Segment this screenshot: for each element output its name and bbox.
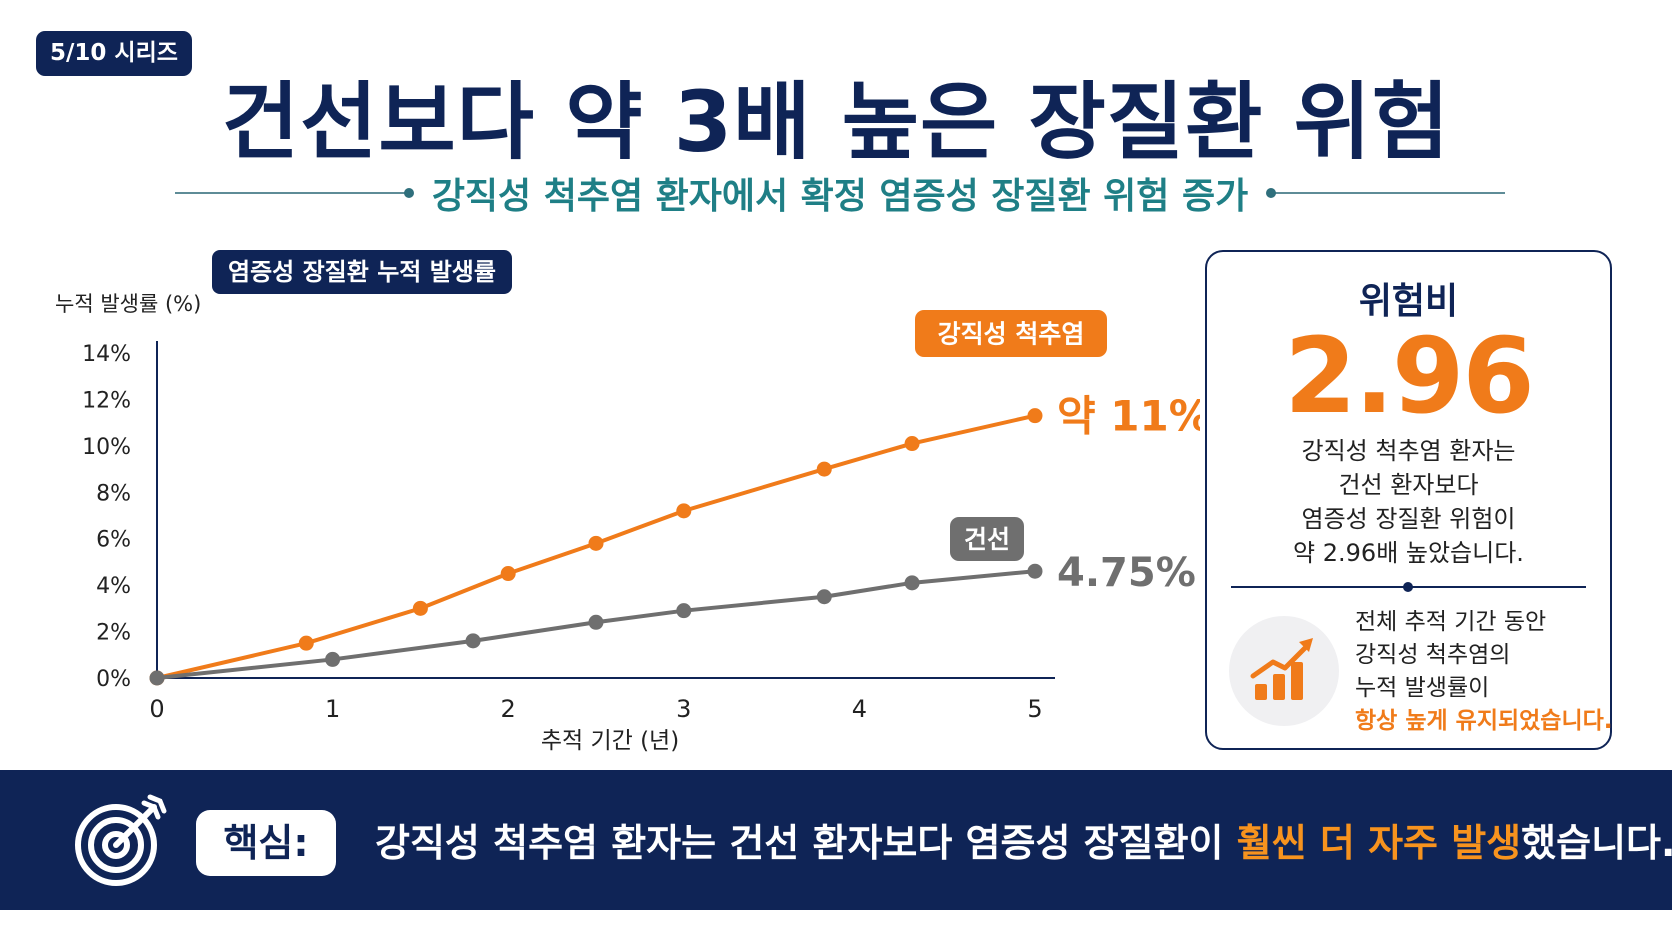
data-point	[904, 436, 920, 452]
key-label: 핵심:	[196, 810, 336, 876]
subtitle-row: 강직성 척추염 환자에서 확정 염증성 장질환 위험 증가	[175, 168, 1505, 218]
target-icon	[72, 793, 168, 889]
y-axis-title: 누적 발생률 (%)	[55, 292, 201, 316]
y-tick-label: 12%	[82, 388, 131, 413]
card-divider	[1231, 582, 1586, 592]
y-tick-label: 14%	[82, 342, 131, 367]
data-point	[588, 614, 604, 630]
page-title: 건선보다 약 3배 높은 장질환 위험	[221, 73, 1451, 171]
risk-description-line: 약 2.96배 높았습니다.	[1293, 539, 1524, 567]
growth-chart-icon	[1229, 616, 1339, 726]
x-tick-label: 2	[501, 695, 516, 723]
y-tick-label: 10%	[82, 435, 131, 460]
risk-note-line: 전체 추적 기간 동안	[1355, 609, 1547, 635]
data-point	[1027, 563, 1043, 579]
key-text-highlight: 훨씬 더 자주 발생	[1236, 821, 1522, 865]
data-point	[816, 589, 832, 605]
series-name-label: 건선	[964, 525, 1010, 554]
risk-note-emphasis: 항상 높게 유지되었습니다.	[1355, 708, 1613, 734]
series-end-label: 4.75%	[1057, 550, 1196, 596]
x-tick-label: 1	[325, 695, 340, 723]
key-takeaway-text: 강직성 척추염 환자는 건선 환자보다 염증성 장질환이 훨씬 더 자주 발생했…	[375, 814, 1672, 872]
data-point	[676, 603, 692, 619]
data-point	[465, 633, 481, 649]
y-tick-label: 0%	[96, 667, 131, 692]
data-point	[904, 575, 920, 591]
data-point	[298, 635, 314, 651]
risk-ratio-value: 2.96	[1284, 315, 1535, 437]
x-tick-label: 0	[149, 695, 164, 723]
x-axis-title: 추적 기간 (년)	[541, 728, 679, 754]
series-name-badge	[915, 310, 1107, 357]
data-point	[500, 566, 516, 582]
y-tick-label: 6%	[96, 528, 131, 553]
page-subtitle: 강직성 척추염 환자에서 확정 염증성 장질환 위험 증가	[431, 176, 1249, 217]
risk-description-line: 건선 환자보다	[1338, 471, 1479, 499]
key-text-part: 했습니다.	[1521, 821, 1672, 865]
x-tick-label: 3	[676, 695, 691, 723]
data-point	[816, 461, 832, 477]
series-line	[156, 569, 1036, 680]
risk-note-line: 강직성 척추염의	[1355, 642, 1511, 668]
x-tick-label: 5	[1027, 695, 1042, 723]
key-text-part: 강직성 척추염 환자는 건선 환자보다 염증성 장질환이	[375, 821, 1237, 865]
y-tick-label: 2%	[96, 621, 131, 646]
y-tick-label: 4%	[96, 574, 131, 599]
data-point	[412, 600, 428, 616]
series-name-label: 강직성 척추염	[938, 320, 1085, 349]
data-point	[1027, 408, 1043, 424]
risk-note: 전체 추적 기간 동안 강직성 척추염의 누적 발생률이 항상 높게 유지되었습…	[1355, 606, 1613, 738]
data-point	[325, 651, 341, 667]
risk-description-line: 염증성 장질환 위험이	[1301, 505, 1516, 533]
x-tick-label: 4	[852, 695, 867, 723]
series-badge: 5/10 시리즈	[36, 31, 192, 76]
chart-title-tag: 염증성 장질환 누적 발생률	[212, 250, 512, 294]
series-end-label: 약 11%	[1057, 392, 1200, 441]
subtitle-divider-left	[175, 188, 414, 198]
risk-ratio-label: 위험비	[1358, 281, 1459, 322]
y-tick-label: 8%	[96, 481, 131, 506]
data-point	[149, 670, 165, 686]
data-point	[588, 535, 604, 551]
risk-description: 강직성 척추염 환자는 건선 환자보다 염증성 장질환 위험이 약 2.96배 …	[1207, 434, 1610, 570]
risk-ratio-card: 위험비 2.96 강직성 척추염 환자는 건선 환자보다 염증성 장질환 위험이…	[1205, 250, 1613, 750]
subtitle-divider-right	[1266, 188, 1505, 198]
key-takeaway-banner: 핵심: 강직성 척추염 환자는 건선 환자보다 염증성 장질환이 훨씬 더 자주…	[0, 770, 1672, 910]
line-chart: 누적 발생률 (%) 0% 2% 4% 6% 8% 10% 12% 14% 0 1 2 3 4 5 추적 기간…	[55, 292, 1200, 754]
risk-note-line: 누적 발생률이	[1355, 675, 1490, 701]
data-point	[676, 503, 692, 519]
series-name-badge	[950, 517, 1024, 561]
risk-description-line: 강직성 척추염 환자는	[1301, 437, 1516, 465]
